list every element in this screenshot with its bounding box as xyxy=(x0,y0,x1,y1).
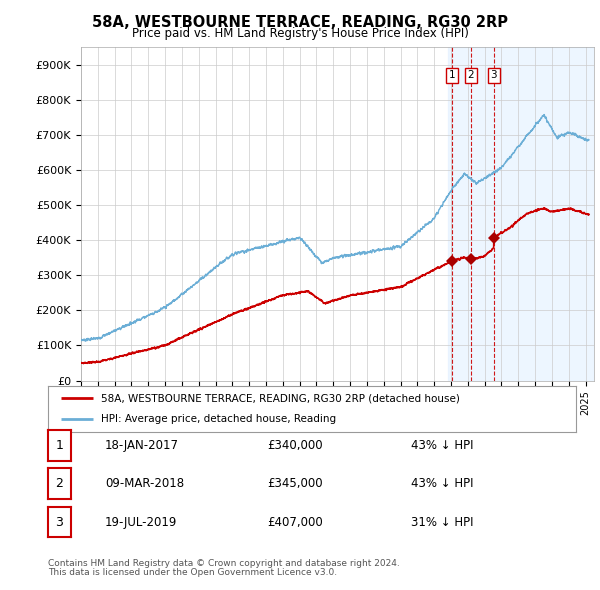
Text: Contains HM Land Registry data © Crown copyright and database right 2024.: Contains HM Land Registry data © Crown c… xyxy=(48,559,400,568)
Text: 58A, WESTBOURNE TERRACE, READING, RG30 2RP: 58A, WESTBOURNE TERRACE, READING, RG30 2… xyxy=(92,15,508,30)
Text: 18-JAN-2017: 18-JAN-2017 xyxy=(105,439,179,452)
Text: 2: 2 xyxy=(467,70,474,80)
Text: 31% ↓ HPI: 31% ↓ HPI xyxy=(411,516,473,529)
Text: HPI: Average price, detached house, Reading: HPI: Average price, detached house, Read… xyxy=(101,414,336,424)
Text: £340,000: £340,000 xyxy=(267,439,323,452)
Text: 19-JUL-2019: 19-JUL-2019 xyxy=(105,516,178,529)
Text: £345,000: £345,000 xyxy=(267,477,323,490)
Text: Price paid vs. HM Land Registry's House Price Index (HPI): Price paid vs. HM Land Registry's House … xyxy=(131,27,469,40)
Text: 43% ↓ HPI: 43% ↓ HPI xyxy=(411,439,473,452)
Text: 3: 3 xyxy=(490,70,497,80)
Text: This data is licensed under the Open Government Licence v3.0.: This data is licensed under the Open Gov… xyxy=(48,568,337,577)
Text: 1: 1 xyxy=(55,439,64,452)
Text: 58A, WESTBOURNE TERRACE, READING, RG30 2RP (detached house): 58A, WESTBOURNE TERRACE, READING, RG30 2… xyxy=(101,394,460,404)
Text: 3: 3 xyxy=(55,516,64,529)
Bar xyxy=(448,47,594,381)
Text: 1: 1 xyxy=(449,70,455,80)
Text: 09-MAR-2018: 09-MAR-2018 xyxy=(105,477,184,490)
Text: 43% ↓ HPI: 43% ↓ HPI xyxy=(411,477,473,490)
Text: £407,000: £407,000 xyxy=(267,516,323,529)
Text: 2: 2 xyxy=(55,477,64,490)
